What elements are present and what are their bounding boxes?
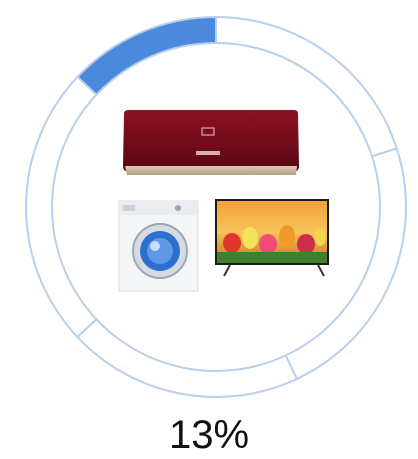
- donut-segment-2: [25, 75, 98, 339]
- washing-machine-image: [118, 200, 199, 292]
- donut-segment-1: [76, 15, 217, 97]
- donut-segment-4: [284, 147, 407, 381]
- television-image: [215, 199, 329, 277]
- air-conditioner-image: [123, 110, 299, 175]
- percentage-label: 13%: [168, 413, 250, 457]
- donut-segment-3: [76, 317, 299, 398]
- donut-segment-5: [215, 15, 398, 158]
